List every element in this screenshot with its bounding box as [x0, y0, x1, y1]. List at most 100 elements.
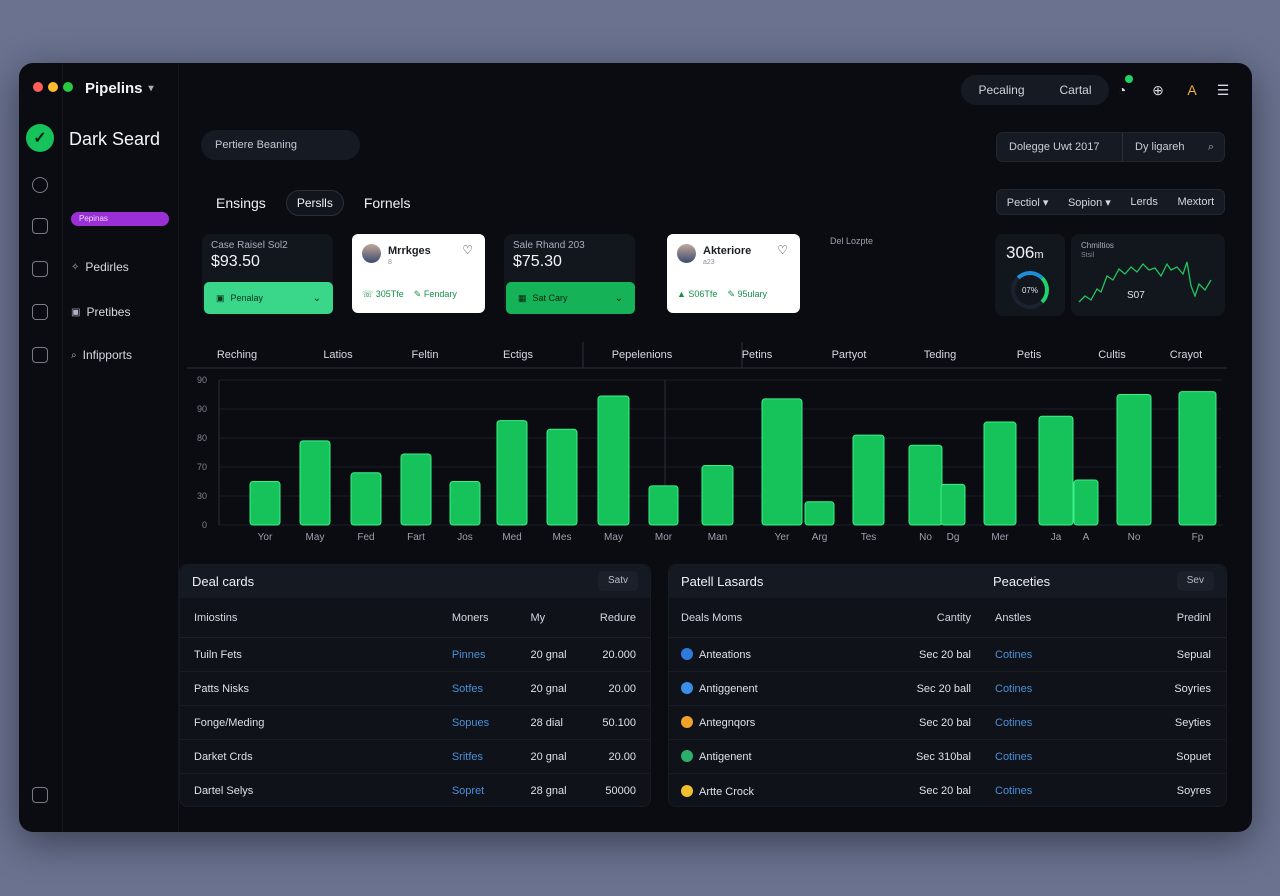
clock-icon[interactable]	[32, 177, 48, 193]
deal-card[interactable]: Case Raisel Sol2 $93.50 ▣ Penalay ⌄	[202, 234, 333, 314]
column-header[interactable]: Predinl	[1176, 611, 1211, 624]
table-row[interactable]: Antegnqors Sec 20 bal Cotines Seyties	[669, 706, 1226, 740]
table-cell: Darket Crds	[194, 750, 253, 763]
card-action-button[interactable]: ▣ Penalay ⌄	[204, 282, 333, 314]
chat-icon[interactable]	[32, 218, 48, 234]
tab-perslls[interactable]: Perslls	[285, 190, 344, 216]
column-header[interactable]: Redure	[599, 611, 636, 624]
status-link[interactable]: Cotines	[995, 682, 1033, 695]
status-link[interactable]: Cotines	[995, 750, 1033, 763]
status-link[interactable]: Sritfes	[451, 750, 484, 763]
globe-icon[interactable]: ⊕	[1152, 81, 1164, 98]
table-cell: Dartel Selys	[194, 785, 254, 797]
column-header[interactable]: Moners	[451, 611, 489, 624]
toggle-cartal[interactable]: Cartal	[1059, 83, 1092, 97]
table-title: Patell Lasards	[681, 574, 764, 589]
segment-pectiol[interactable]: Pectiol ▾	[1006, 196, 1049, 209]
column-header[interactable]: Anstles	[995, 611, 1032, 624]
minimize-dot[interactable]	[48, 82, 58, 92]
edit-action[interactable]: ✎ Fendary	[413, 289, 457, 299]
table-row[interactable]: Tuiln Fets Pinnes 20 gnal 20.000	[180, 638, 650, 672]
lock-action[interactable]: ▲ S06Tfe	[677, 289, 718, 299]
notification-icon[interactable]: ◔	[1117, 82, 1127, 98]
column-header[interactable]: Cantity	[936, 611, 971, 624]
stat-value-number: 306	[1006, 243, 1035, 262]
sort-button[interactable]: Satv	[597, 571, 638, 591]
segment-sopion[interactable]: Sopion ▾	[1067, 196, 1111, 209]
column-header[interactable]: My	[530, 611, 546, 624]
heart-icon[interactable]: ♡	[462, 243, 473, 257]
deal-card[interactable]: Sale Rhand 203 $75.30 ▦ Sat Cary ⌄	[504, 234, 635, 314]
tab-fornels[interactable]: Fornels	[363, 195, 411, 211]
chart-icon[interactable]	[32, 347, 48, 363]
phone-action[interactable]: ☏ 305Tfe	[362, 289, 404, 299]
sparkline-label: Chmiltios	[1081, 241, 1114, 250]
table-row[interactable]: Anteations Sec 20 bal Cotines Sepual	[669, 638, 1226, 672]
icon-rail: ✓	[19, 63, 63, 832]
sort-button[interactable]: Sev	[1176, 571, 1214, 591]
sidebar-item-infipports[interactable]: ⌕ Infipports	[71, 348, 132, 362]
table-cell: 28 gnal	[530, 785, 567, 797]
status-link[interactable]: Sotfes	[451, 682, 484, 695]
segment-mextort[interactable]: Mextort	[1177, 196, 1215, 208]
heart-icon[interactable]: ♡	[777, 243, 788, 257]
table-row[interactable]: Artte Crock Sec 20 bal Cotines Soyres	[669, 774, 1226, 808]
sidebar-badge[interactable]: Pepinas	[71, 212, 169, 226]
profile-icon[interactable]: A	[1187, 82, 1197, 98]
sidebar-item-pedirles[interactable]: ✧ Pedirles	[71, 260, 129, 274]
status-link[interactable]: Cotines	[995, 785, 1033, 797]
card-action-button[interactable]: ▦ Sat Cary ⌄	[506, 282, 635, 314]
date-filter[interactable]: Dolegge Uwt 2017	[997, 133, 1123, 161]
check-icon[interactable]: ✓	[26, 124, 54, 152]
column-header[interactable]: Deals Moms	[681, 611, 743, 624]
segment-lerds[interactable]: Lerds	[1130, 196, 1158, 208]
contact-card[interactable]: Mrrkges 8 ♡ ☏ 305Tfe ✎ Fendary	[352, 234, 485, 313]
header-label: Crayot	[1170, 349, 1202, 361]
edit-action[interactable]: ✎ 95ulary	[727, 289, 768, 299]
tab-ensings[interactable]: Ensings	[216, 195, 266, 211]
table-cell: 50.100	[602, 716, 636, 729]
close-dot[interactable]	[33, 82, 43, 92]
menu-icon[interactable]: ☰	[1216, 81, 1230, 98]
stat-card-gauge: 306m 07%	[995, 234, 1065, 316]
status-link[interactable]: Sopret	[451, 785, 485, 797]
status-link[interactable]: Sopues	[451, 716, 490, 729]
search-input[interactable]: Pertiere Beaning	[201, 130, 360, 160]
contact-sub: a23	[703, 259, 715, 266]
bar	[761, 398, 803, 526]
stat-unit: m	[1034, 249, 1044, 261]
lock-action-label: S06Tfe	[688, 289, 718, 299]
table-row[interactable]: Patts Nisks Sotfes 20 gnal 20.00	[180, 672, 650, 706]
status-link[interactable]: Cotines	[995, 716, 1033, 729]
table-row[interactable]: Dartel Selys Sopret 28 gnal 50000	[180, 774, 650, 808]
table-row[interactable]: Antiggenent Sec 20 ball Cotines Soyries	[669, 672, 1226, 706]
contact-card[interactable]: Akteriore a23 ♡ ▲ S06Tfe ✎ 95ulary	[667, 234, 800, 313]
zoom-dot[interactable]	[63, 82, 73, 92]
x-tick-label: Tes	[861, 532, 877, 543]
x-tick-label: Ja	[1051, 532, 1062, 543]
status-link[interactable]: Cotines	[995, 648, 1033, 661]
app-title[interactable]: Pipelins ▾	[85, 80, 154, 97]
deal-name: Antiggenent	[699, 683, 758, 695]
table-cell: Anteations	[681, 648, 861, 661]
bar-chart-svg: Reching Latios Feltin Ectigs Pepelenions Peti…	[187, 342, 1227, 543]
settings-icon[interactable]	[32, 787, 48, 803]
search-icon[interactable]: ⌕	[1207, 140, 1214, 153]
table-row[interactable]: Antigenent Sec 310bal Cotines Sopuet	[669, 740, 1226, 774]
table-row[interactable]: Darket Crds Sritfes 20 gnal 20.00	[180, 740, 650, 774]
home-icon[interactable]	[32, 304, 48, 320]
sparkline-value: S07	[1127, 290, 1145, 301]
sidebar-item-pretibes[interactable]: ▣ Pretibes	[71, 305, 130, 319]
link-icon[interactable]	[32, 261, 48, 277]
table-header: Deal cards Satv	[180, 565, 650, 598]
table-title-secondary: Peaceties	[993, 574, 1051, 589]
column-header[interactable]: Imiostins	[194, 611, 238, 624]
bar	[1116, 394, 1152, 526]
toggle-pecaling[interactable]: Pecaling	[978, 83, 1025, 97]
table-cell: Sec 310bal	[915, 750, 971, 763]
top-toggle: Pecaling Cartal	[961, 75, 1109, 105]
table-row[interactable]: Fonge/Meding Sopues 28 dial 50.100	[180, 706, 650, 740]
bar	[249, 481, 281, 526]
status-link[interactable]: Pinnes	[451, 648, 486, 661]
owner-filter[interactable]: Dy ligareh	[1135, 141, 1185, 153]
